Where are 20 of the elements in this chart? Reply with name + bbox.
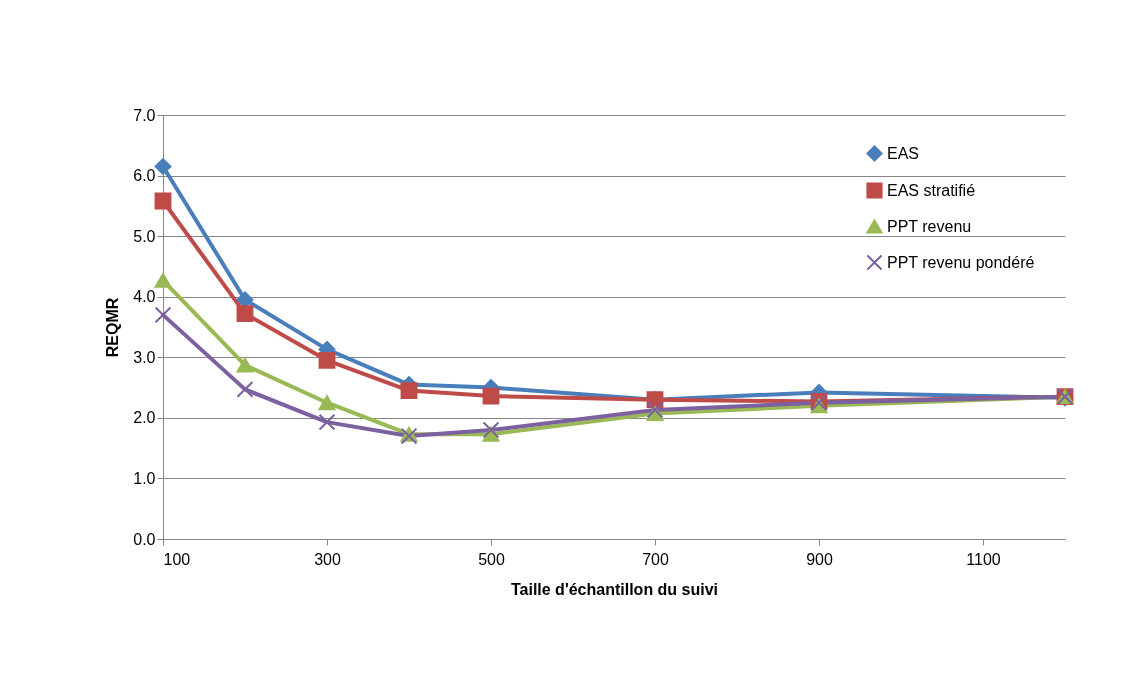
x-tick-label: 1100: [966, 550, 1001, 568]
y-tick-label: 4.0: [133, 288, 156, 306]
y-tick-label: 5.0: [133, 227, 156, 245]
y-tick-label: 7.0: [133, 106, 156, 124]
legend-label: PPT revenu: [887, 217, 972, 235]
y-axis-title: REQMR: [104, 297, 122, 358]
y-tick-label: 6.0: [133, 167, 156, 185]
y-tick-label: 3.0: [133, 348, 156, 366]
legend-label: EAS stratifié: [887, 181, 976, 199]
x-tick-label: 500: [478, 550, 505, 568]
x-tick-label: 700: [642, 550, 669, 568]
legend-label: PPT revenu pondéré: [887, 253, 1035, 271]
y-tick-label: 2.0: [133, 409, 156, 427]
x-axis-title: Taille d'échantillon du suivi: [510, 580, 719, 598]
legend-label: EAS: [887, 144, 920, 162]
x-tick-label: 900: [806, 550, 833, 568]
x-tick-label: 100: [163, 550, 191, 568]
x-tick-label: 300: [314, 550, 341, 568]
y-tick-label: 1.0: [133, 469, 156, 487]
y-tick-label: 0.0: [133, 530, 156, 548]
